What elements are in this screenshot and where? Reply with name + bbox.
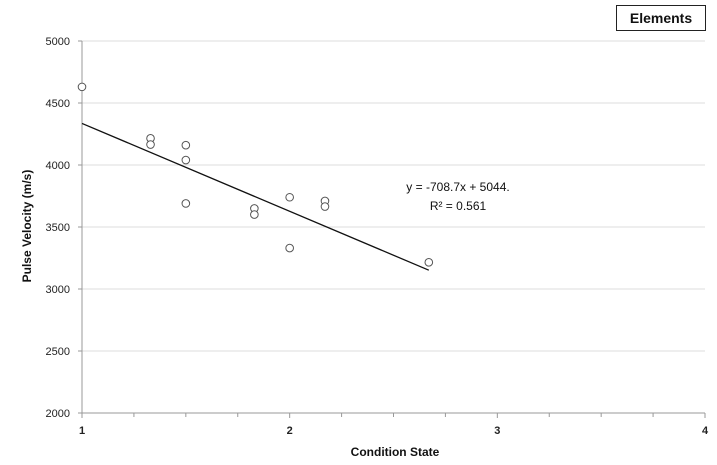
y-tick-labels: 2000 2500 3000 3500 4000 4500 5000 bbox=[46, 36, 70, 420]
data-point bbox=[181, 199, 191, 208]
y-tick-label: 3000 bbox=[46, 284, 70, 296]
x-tick-label: 2 bbox=[287, 425, 293, 437]
y-tick-label: 5000 bbox=[46, 36, 70, 48]
x-tick-label: 1 bbox=[79, 425, 85, 437]
y-tick-label: 4000 bbox=[46, 160, 70, 172]
y-tick-label: 2500 bbox=[46, 346, 70, 358]
trendline-r-squared: R² = 0.561 bbox=[430, 199, 487, 213]
gridlines bbox=[82, 40, 705, 352]
trendline-equation: y = -708.7x + 5044. bbox=[406, 180, 509, 194]
x-tick-label: 3 bbox=[494, 425, 500, 437]
trendline-line bbox=[81, 122, 430, 271]
y-tick-label: 2000 bbox=[46, 408, 70, 420]
x-tick-label: 4 bbox=[702, 425, 709, 437]
legend-label: Elements bbox=[629, 10, 693, 26]
data-points bbox=[77, 82, 434, 267]
legend: Elements bbox=[616, 5, 706, 31]
data-point bbox=[146, 140, 155, 149]
data-point bbox=[320, 202, 330, 211]
y-tick-label: 3500 bbox=[46, 222, 70, 234]
data-point bbox=[181, 140, 191, 150]
data-point bbox=[181, 155, 191, 165]
data-point bbox=[250, 210, 259, 219]
data-point bbox=[285, 243, 294, 253]
trendline bbox=[81, 122, 430, 271]
y-axis-title: Pulse Velocity (m/s) bbox=[20, 170, 34, 283]
data-point bbox=[77, 82, 87, 92]
x-tick-labels: 1 2 3 4 bbox=[79, 425, 709, 437]
axes bbox=[78, 40, 706, 418]
data-point bbox=[424, 258, 434, 267]
data-point bbox=[285, 192, 294, 202]
y-tick-label: 4500 bbox=[46, 98, 70, 110]
x-axis-title: Condition State bbox=[351, 445, 440, 459]
